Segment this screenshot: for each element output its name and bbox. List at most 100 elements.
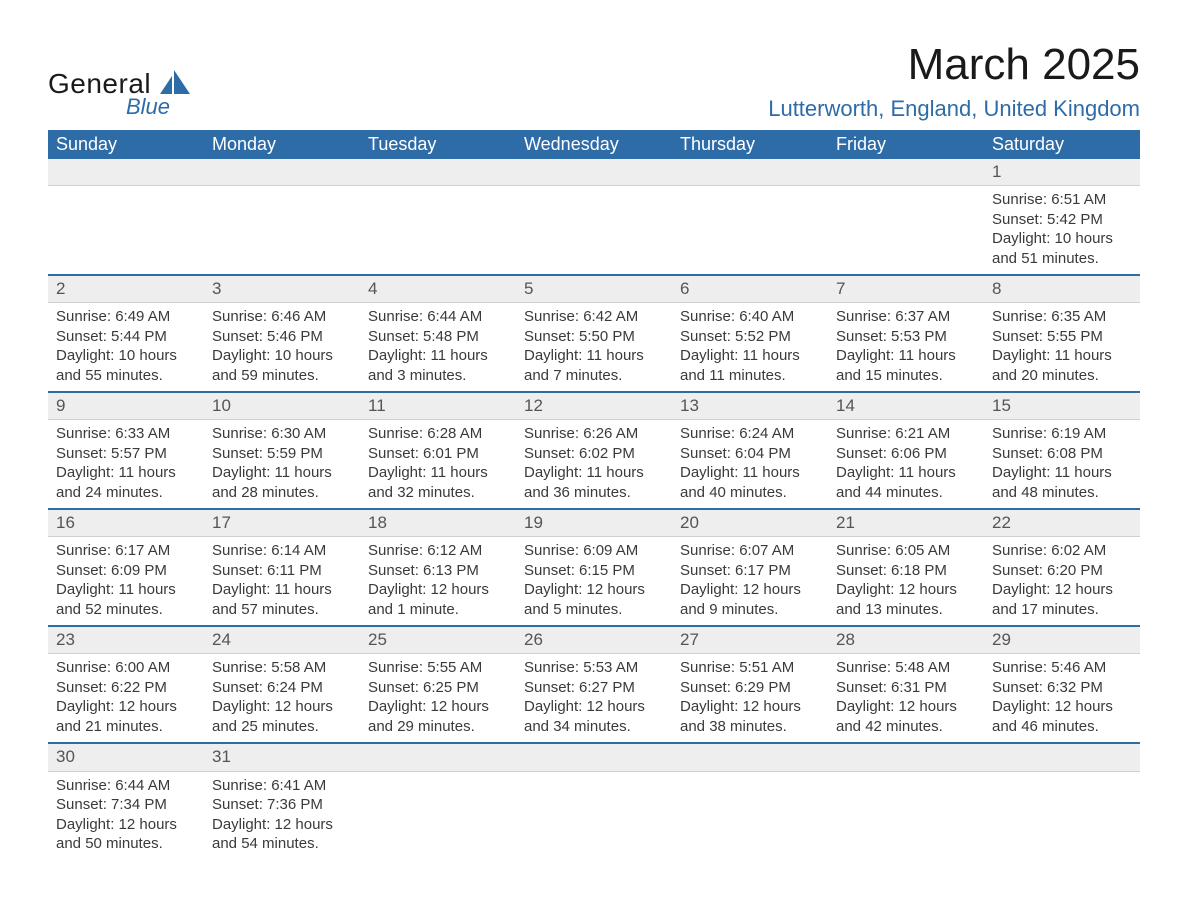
sunrise-text: Sunrise: 6:41 AM <box>212 776 352 796</box>
day-detail-cell: Sunrise: 6:46 AMSunset: 5:46 PMDaylight:… <box>204 303 360 393</box>
daylight-text: and 46 minutes. <box>992 717 1132 737</box>
sunset-text: Sunset: 6:17 PM <box>680 561 820 581</box>
title-block: March 2025 Lutterworth, England, United … <box>768 40 1140 122</box>
daylight-text: and 17 minutes. <box>992 600 1132 620</box>
day-number-cell: 28 <box>828 626 984 654</box>
sunrise-text: Sunrise: 6:35 AM <box>992 307 1132 327</box>
month-title: March 2025 <box>768 40 1140 90</box>
sunrise-text: Sunrise: 6:19 AM <box>992 424 1132 444</box>
day-detail-cell <box>360 186 516 276</box>
daylight-text: Daylight: 11 hours <box>368 463 508 483</box>
location-label: Lutterworth, England, United Kingdom <box>768 96 1140 122</box>
day-detail-cell: Sunrise: 6:24 AMSunset: 6:04 PMDaylight:… <box>672 420 828 510</box>
daylight-text: Daylight: 11 hours <box>368 346 508 366</box>
sunset-text: Sunset: 6:15 PM <box>524 561 664 581</box>
day-number-cell: 10 <box>204 392 360 420</box>
day-detail-cell: Sunrise: 6:09 AMSunset: 6:15 PMDaylight:… <box>516 537 672 627</box>
sunset-text: Sunset: 5:59 PM <box>212 444 352 464</box>
sunset-text: Sunset: 5:42 PM <box>992 210 1132 230</box>
daylight-text: Daylight: 12 hours <box>368 697 508 717</box>
daylight-text: Daylight: 12 hours <box>56 815 196 835</box>
day-number-cell: 25 <box>360 626 516 654</box>
daylight-text: Daylight: 11 hours <box>212 580 352 600</box>
sunset-text: Sunset: 5:48 PM <box>368 327 508 347</box>
day-number-cell: 19 <box>516 509 672 537</box>
daylight-text: and 54 minutes. <box>212 834 352 854</box>
day-number-row: 9101112131415 <box>48 392 1140 420</box>
daylight-text: Daylight: 11 hours <box>212 463 352 483</box>
daylight-text: Daylight: 12 hours <box>368 580 508 600</box>
daylight-text: and 59 minutes. <box>212 366 352 386</box>
sunset-text: Sunset: 6:29 PM <box>680 678 820 698</box>
day-number-cell: 24 <box>204 626 360 654</box>
sunset-text: Sunset: 6:08 PM <box>992 444 1132 464</box>
weekday-header: Tuesday <box>360 130 516 159</box>
sunrise-text: Sunrise: 5:48 AM <box>836 658 976 678</box>
sunrise-text: Sunrise: 6:14 AM <box>212 541 352 561</box>
day-number-row: 2345678 <box>48 275 1140 303</box>
sunrise-text: Sunrise: 6:33 AM <box>56 424 196 444</box>
sunrise-text: Sunrise: 6:28 AM <box>368 424 508 444</box>
sunset-text: Sunset: 6:18 PM <box>836 561 976 581</box>
daylight-text: Daylight: 11 hours <box>524 346 664 366</box>
sunset-text: Sunset: 5:55 PM <box>992 327 1132 347</box>
day-detail-cell: Sunrise: 6:40 AMSunset: 5:52 PMDaylight:… <box>672 303 828 393</box>
sunrise-text: Sunrise: 6:02 AM <box>992 541 1132 561</box>
sunset-text: Sunset: 6:11 PM <box>212 561 352 581</box>
sunrise-text: Sunrise: 6:44 AM <box>56 776 196 796</box>
day-number-cell: 12 <box>516 392 672 420</box>
daylight-text: and 1 minute. <box>368 600 508 620</box>
day-detail-cell <box>672 771 828 860</box>
day-detail-cell <box>672 186 828 276</box>
sunset-text: Sunset: 6:25 PM <box>368 678 508 698</box>
sunrise-text: Sunrise: 6:07 AM <box>680 541 820 561</box>
daylight-text: and 55 minutes. <box>56 366 196 386</box>
daylight-text: Daylight: 12 hours <box>836 697 976 717</box>
sunset-text: Sunset: 5:46 PM <box>212 327 352 347</box>
daylight-text: and 29 minutes. <box>368 717 508 737</box>
day-detail-cell: Sunrise: 6:30 AMSunset: 5:59 PMDaylight:… <box>204 420 360 510</box>
sunset-text: Sunset: 7:36 PM <box>212 795 352 815</box>
daylight-text: and 25 minutes. <box>212 717 352 737</box>
day-detail-row: Sunrise: 6:00 AMSunset: 6:22 PMDaylight:… <box>48 654 1140 744</box>
day-number-cell <box>672 743 828 771</box>
day-number-cell: 26 <box>516 626 672 654</box>
day-number-cell: 2 <box>48 275 204 303</box>
daylight-text: and 57 minutes. <box>212 600 352 620</box>
daylight-text: and 52 minutes. <box>56 600 196 620</box>
day-detail-row: Sunrise: 6:49 AMSunset: 5:44 PMDaylight:… <box>48 303 1140 393</box>
sunrise-text: Sunrise: 6:09 AM <box>524 541 664 561</box>
weekday-header: Sunday <box>48 130 204 159</box>
day-number-cell: 5 <box>516 275 672 303</box>
day-detail-cell: Sunrise: 5:51 AMSunset: 6:29 PMDaylight:… <box>672 654 828 744</box>
day-number-cell: 14 <box>828 392 984 420</box>
daylight-text: Daylight: 11 hours <box>56 463 196 483</box>
daylight-text: and 15 minutes. <box>836 366 976 386</box>
daylight-text: and 36 minutes. <box>524 483 664 503</box>
day-detail-cell: Sunrise: 6:17 AMSunset: 6:09 PMDaylight:… <box>48 537 204 627</box>
day-number-row: 3031 <box>48 743 1140 771</box>
daylight-text: and 24 minutes. <box>56 483 196 503</box>
day-detail-cell: Sunrise: 5:48 AMSunset: 6:31 PMDaylight:… <box>828 654 984 744</box>
sunset-text: Sunset: 7:34 PM <box>56 795 196 815</box>
day-detail-cell: Sunrise: 5:53 AMSunset: 6:27 PMDaylight:… <box>516 654 672 744</box>
day-detail-cell: Sunrise: 6:49 AMSunset: 5:44 PMDaylight:… <box>48 303 204 393</box>
day-number-cell: 29 <box>984 626 1140 654</box>
day-detail-cell: Sunrise: 6:00 AMSunset: 6:22 PMDaylight:… <box>48 654 204 744</box>
sunset-text: Sunset: 6:31 PM <box>836 678 976 698</box>
day-number-cell: 4 <box>360 275 516 303</box>
weekday-header: Thursday <box>672 130 828 159</box>
daylight-text: and 9 minutes. <box>680 600 820 620</box>
day-detail-cell: Sunrise: 6:19 AMSunset: 6:08 PMDaylight:… <box>984 420 1140 510</box>
daylight-text: and 34 minutes. <box>524 717 664 737</box>
day-detail-cell: Sunrise: 6:26 AMSunset: 6:02 PMDaylight:… <box>516 420 672 510</box>
day-detail-cell: Sunrise: 6:37 AMSunset: 5:53 PMDaylight:… <box>828 303 984 393</box>
daylight-text: Daylight: 11 hours <box>992 346 1132 366</box>
sunset-text: Sunset: 6:24 PM <box>212 678 352 698</box>
sunset-text: Sunset: 6:02 PM <box>524 444 664 464</box>
day-number-cell: 22 <box>984 509 1140 537</box>
day-number-cell: 6 <box>672 275 828 303</box>
weekday-header: Wednesday <box>516 130 672 159</box>
daylight-text: Daylight: 11 hours <box>836 346 976 366</box>
daylight-text: and 48 minutes. <box>992 483 1132 503</box>
